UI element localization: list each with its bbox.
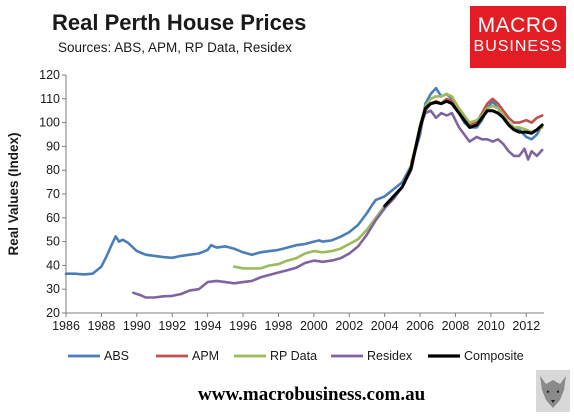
x-tick-label: 1992 (158, 319, 186, 333)
legend-label-abs: ABS (104, 349, 129, 363)
y-tick-label: 40 (46, 258, 60, 272)
wolf-icon (536, 370, 570, 412)
x-tick-label: 1988 (88, 319, 116, 333)
y-tick-label: 30 (46, 282, 60, 296)
series-line-residex (132, 109, 544, 299)
y-tick-label: 110 (40, 92, 60, 106)
chart-title: Real Perth House Prices (52, 10, 307, 35)
legend-label-rp-data: RP Data (270, 349, 317, 363)
y-tick-label: 120 (39, 68, 60, 82)
series-layer (64, 86, 544, 299)
logo-line-1: MACRO (477, 14, 559, 37)
logo-line-2: BUSINESS (473, 38, 563, 55)
y-tick-label: 80 (46, 163, 60, 177)
macrobusiness-logo: MACRO BUSINESS (470, 6, 566, 68)
x-tick-label: 2000 (300, 319, 328, 333)
series-line-abs (64, 86, 544, 276)
x-tick-label: 1996 (229, 319, 257, 333)
x-tick-label: 2004 (371, 319, 399, 333)
y-tick-label: 90 (46, 139, 60, 153)
chart-legend: ABS APM RP Data Residex Composite (68, 349, 524, 363)
x-tick-label: 2002 (335, 319, 363, 333)
legend-label-apm: APM (192, 349, 219, 363)
x-tick-label: 2010 (477, 319, 505, 333)
y-tick-label: 100 (39, 116, 60, 130)
x-tick-label: 1990 (123, 319, 151, 333)
y-tick-label: 50 (46, 235, 60, 249)
x-tick-label: 1986 (52, 319, 80, 333)
y-tick-label: 60 (46, 211, 60, 225)
x-tick-label: 2008 (442, 319, 470, 333)
chart-axes: 20 30 40 50 60 70 80 90 100 110 120 1986 1988 1990 199… (39, 68, 544, 333)
y-tick-label: 20 (46, 306, 60, 320)
y-tick-label: 70 (46, 187, 60, 201)
series-line-composite (383, 99, 544, 208)
x-tick-label: 2012 (512, 319, 540, 333)
x-tick-label: 1998 (265, 319, 293, 333)
x-tick-label: 2006 (406, 319, 434, 333)
x-tick-label: 1994 (194, 319, 222, 333)
legend-label-composite: Composite (464, 349, 524, 363)
legend-label-residex: Residex (367, 349, 413, 363)
footer-url: www.macrobusiness.com.au (198, 384, 426, 405)
chart-subtitle: Sources: ABS, APM, RP Data, Residex (58, 40, 292, 55)
y-axis-label: Real Values (Index) (6, 132, 21, 255)
series-line-rp-data (232, 92, 544, 270)
